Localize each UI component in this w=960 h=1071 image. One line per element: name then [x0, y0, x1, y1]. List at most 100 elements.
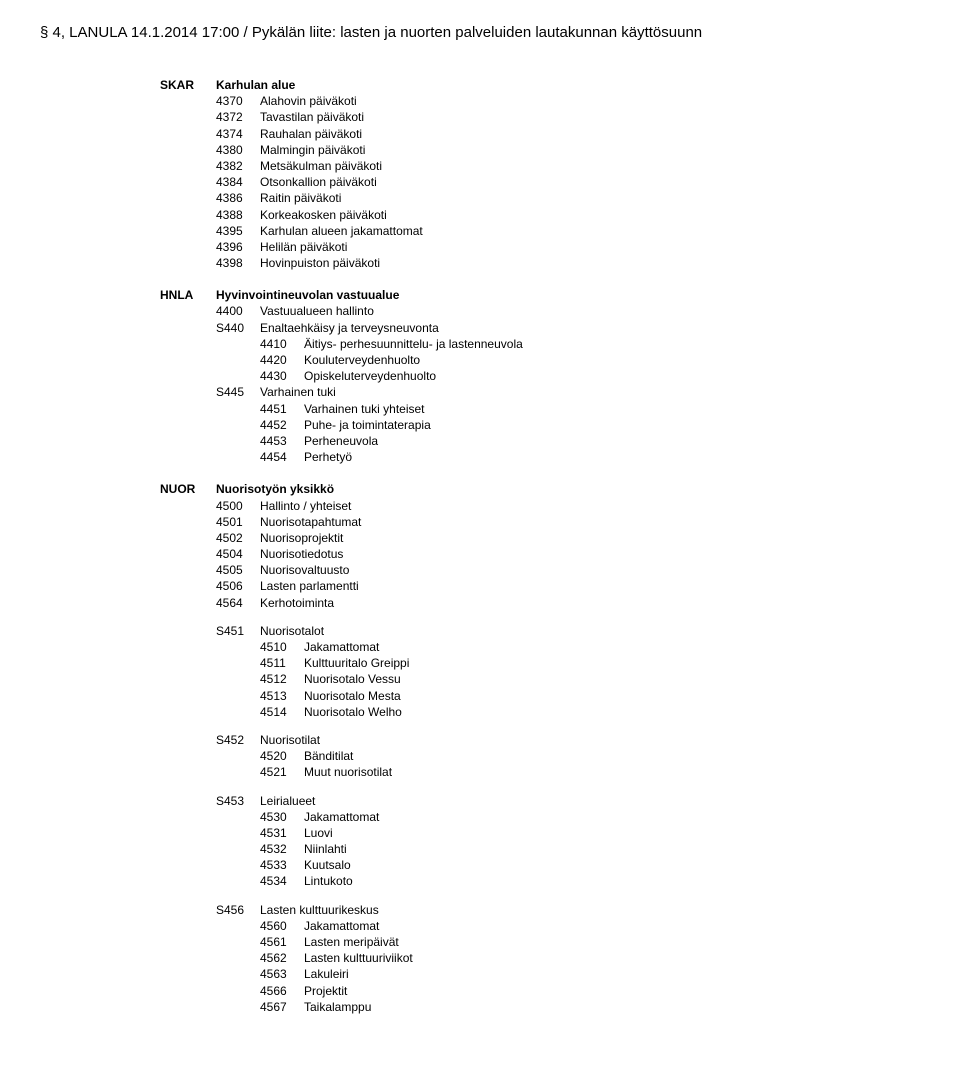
item-label: Perheneuvola — [304, 433, 920, 449]
list-item: 4532Niinlahti — [160, 841, 920, 857]
subgroup-title: S452Nuorisotilat — [160, 732, 920, 748]
subgroup-title: S456Lasten kulttuurikeskus — [160, 902, 920, 918]
list-item: 4530Jakamattomat — [160, 809, 920, 825]
subgroup-title: S453Leirialueet — [160, 793, 920, 809]
list-item: 4398Hovinpuiston päiväkoti — [160, 255, 920, 271]
list-item: 4501Nuorisotapahtumat — [160, 514, 920, 530]
item-number: 4563 — [260, 966, 304, 982]
section-title: SKARKarhulan alue — [160, 77, 920, 93]
item-number: 4372 — [216, 109, 260, 125]
list-item: 4567Taikalamppu — [160, 999, 920, 1015]
item-label: Vastuualueen hallinto — [260, 303, 920, 319]
list-item: 4420Kouluterveydenhuolto — [160, 352, 920, 368]
section: SKARKarhulan alue4370Alahovin päiväkoti4… — [160, 77, 920, 271]
subgroup-label: Nuorisotilat — [260, 732, 920, 748]
item-number: 4561 — [260, 934, 304, 950]
list-item: 4453Perheneuvola — [160, 433, 920, 449]
list-item: 4502Nuorisoprojektit — [160, 530, 920, 546]
item-label: Lasten parlamentti — [260, 578, 920, 594]
subgroup-label: Lasten kulttuurikeskus — [260, 902, 920, 918]
section-code: HNLA — [160, 287, 216, 303]
item-label: Perhetyö — [304, 449, 920, 465]
item-label: Nuorisovaltuusto — [260, 562, 920, 578]
section-code: SKAR — [160, 77, 216, 93]
subgroup: S445Varhainen tuki4451Varhainen tuki yht… — [160, 384, 920, 465]
list-item: 4380Malmingin päiväkoti — [160, 142, 920, 158]
item-label: Varhainen tuki yhteiset — [304, 401, 920, 417]
item-label: Nuorisotalo Mesta — [304, 688, 920, 704]
item-label: Jakamattomat — [304, 809, 920, 825]
section: HNLAHyvinvointineuvolan vastuualue4400Va… — [160, 287, 920, 465]
subgroup-title: S440Enaltaehkäisy ja terveysneuvonta — [160, 320, 920, 336]
list-item: 4562Lasten kulttuuriviikot — [160, 950, 920, 966]
list-item: 4505Nuorisovaltuusto — [160, 562, 920, 578]
list-item: 4560Jakamattomat — [160, 918, 920, 934]
item-number: 4382 — [216, 158, 260, 174]
list-item: 4514Nuorisotalo Welho — [160, 704, 920, 720]
subgroup: S452Nuorisotilat4520Bänditilat4521Muut n… — [160, 732, 920, 781]
item-number: 4400 — [216, 303, 260, 319]
subgroup: S456Lasten kulttuurikeskus4560Jakamattom… — [160, 902, 920, 1015]
item-number: 4420 — [260, 352, 304, 368]
list-item: 4531Luovi — [160, 825, 920, 841]
item-number: 4504 — [216, 546, 260, 562]
list-item: 4452Puhe- ja toimintaterapia — [160, 417, 920, 433]
item-number: 4398 — [216, 255, 260, 271]
item-number: 4500 — [216, 498, 260, 514]
item-number: 4513 — [260, 688, 304, 704]
list-item: 4566Projektit — [160, 983, 920, 999]
item-number: 4454 — [260, 449, 304, 465]
item-number: 4374 — [216, 126, 260, 142]
list-item: 4563Lakuleiri — [160, 966, 920, 982]
subgroup-label: Varhainen tuki — [260, 384, 920, 400]
list-item: 4370Alahovin päiväkoti — [160, 93, 920, 109]
list-item: 4500Hallinto / yhteiset — [160, 498, 920, 514]
subgroup-title: S445Varhainen tuki — [160, 384, 920, 400]
item-label: Nuorisotiedotus — [260, 546, 920, 562]
item-label: Niinlahti — [304, 841, 920, 857]
item-label: Korkeakosken päiväkoti — [260, 207, 920, 223]
item-label: Malmingin päiväkoti — [260, 142, 920, 158]
section: NUORNuorisotyön yksikkö4500Hallinto / yh… — [160, 481, 920, 1015]
item-label: Lasten kulttuuriviikot — [304, 950, 920, 966]
subgroup: S453Leirialueet4530Jakamattomat4531Luovi… — [160, 793, 920, 890]
item-number: 4395 — [216, 223, 260, 239]
section-title: NUORNuorisotyön yksikkö — [160, 481, 920, 497]
list-item: 4533Kuutsalo — [160, 857, 920, 873]
item-label: Äitiys- perhesuunnittelu- ja lastenneuvo… — [304, 336, 920, 352]
list-item: 4504Nuorisotiedotus — [160, 546, 920, 562]
subgroup-code: S452 — [216, 732, 260, 748]
item-number: 4532 — [260, 841, 304, 857]
item-label: Tavastilan päiväkoti — [260, 109, 920, 125]
item-number: 4534 — [260, 873, 304, 889]
list-item: 4388Korkeakosken päiväkoti — [160, 207, 920, 223]
item-label: Luovi — [304, 825, 920, 841]
item-label: Kouluterveydenhuolto — [304, 352, 920, 368]
item-number: 4530 — [260, 809, 304, 825]
item-label: Hallinto / yhteiset — [260, 498, 920, 514]
content: SKARKarhulan alue4370Alahovin päiväkoti4… — [160, 77, 920, 1015]
item-number: 4505 — [216, 562, 260, 578]
item-number: 4533 — [260, 857, 304, 873]
list-item: 4400Vastuualueen hallinto — [160, 303, 920, 319]
item-label: Muut nuorisotilat — [304, 764, 920, 780]
section-label: Hyvinvointineuvolan vastuualue — [216, 287, 399, 303]
list-item: 4395Karhulan alueen jakamattomat — [160, 223, 920, 239]
item-number: 4510 — [260, 639, 304, 655]
list-item: 4384Otsonkallion päiväkoti — [160, 174, 920, 190]
list-item: 4454Perhetyö — [160, 449, 920, 465]
item-label: Puhe- ja toimintaterapia — [304, 417, 920, 433]
item-number: 4451 — [260, 401, 304, 417]
item-label: Nuorisotapahtumat — [260, 514, 920, 530]
subgroup-label: Nuorisotalot — [260, 623, 920, 639]
list-item: 4396Helilän päiväkoti — [160, 239, 920, 255]
item-label: Helilän päiväkoti — [260, 239, 920, 255]
item-label: Taikalamppu — [304, 999, 920, 1015]
subgroup: S451Nuorisotalot4510Jakamattomat4511Kult… — [160, 623, 920, 720]
item-number: 4560 — [260, 918, 304, 934]
list-item: 4451Varhainen tuki yhteiset — [160, 401, 920, 417]
item-number: 4384 — [216, 174, 260, 190]
section-code: NUOR — [160, 481, 216, 497]
item-number: 4410 — [260, 336, 304, 352]
item-label: Kerhotoiminta — [260, 595, 920, 611]
